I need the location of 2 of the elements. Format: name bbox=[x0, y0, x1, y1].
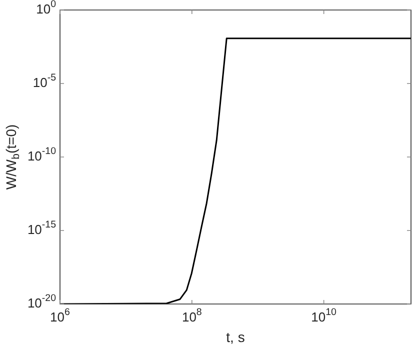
y-axis-title: W/Wb(t=0) bbox=[2, 124, 22, 190]
x-axis-title: t, s bbox=[226, 328, 245, 345]
